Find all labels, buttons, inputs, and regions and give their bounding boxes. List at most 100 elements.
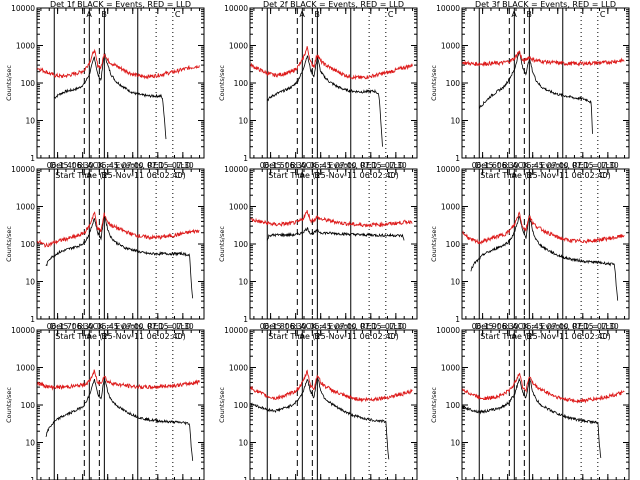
interval-marker-label: C xyxy=(600,171,606,180)
x-tick-label: 07:30 xyxy=(597,161,619,170)
y-tick-label: 1000 xyxy=(441,42,460,51)
x-tick-label: 07:30 xyxy=(385,322,407,331)
interval-marker-label: A xyxy=(86,10,92,19)
events-series-line xyxy=(45,214,194,299)
detector-panel: Det 4f BLACK = Events, RED = LLD 1 10 100 10… xyxy=(5,161,205,341)
y-tick-label: 100 xyxy=(21,240,36,249)
y-axis-label: Counts/sec xyxy=(5,65,13,101)
y-tick-label: 1 xyxy=(455,476,460,480)
x-tick-label: 06:15 xyxy=(472,322,494,331)
y-tick-label: 10 xyxy=(25,439,35,448)
x-tick-label: 07:00 xyxy=(122,322,144,331)
interval-marker-label: C xyxy=(175,332,181,341)
plot-frame xyxy=(461,168,630,320)
x-tick-label: 07:30 xyxy=(385,161,407,170)
x-tick-label: 06:30 xyxy=(72,322,94,331)
x-tick-label: 07:15 xyxy=(147,322,169,331)
interval-marker-label: B xyxy=(101,10,107,19)
y-axis-label: Counts/sec xyxy=(5,226,13,262)
x-tick-label: 06:45 xyxy=(310,161,332,170)
x-tick-label: 07:00 xyxy=(335,161,357,170)
y-axis-label: Counts/sec xyxy=(218,226,226,262)
y-tick-label: 10000 xyxy=(224,326,248,335)
x-tick-label: 07:30 xyxy=(172,322,194,331)
interval-marker-label: C xyxy=(388,10,394,19)
interval-marker-label: A xyxy=(511,171,517,180)
y-tick-label: 10000 xyxy=(436,326,460,335)
interval-marker-label: B xyxy=(101,332,107,341)
y-axis-label: Counts/sec xyxy=(5,387,13,423)
y-tick-label: 100 xyxy=(234,401,249,410)
interval-marker-label: B xyxy=(101,171,107,180)
y-tick-label: 10000 xyxy=(436,165,460,174)
y-tick-label: 1000 xyxy=(229,42,248,51)
lld-series-line xyxy=(37,48,200,80)
events-series-line xyxy=(53,53,167,140)
x-tick-label: 07:15 xyxy=(360,322,382,331)
x-tick-label: 06:30 xyxy=(285,161,307,170)
detector-panel: Det 5f BLACK = Events, RED = LLD 1 10 100 10… xyxy=(218,161,418,341)
plot-frame xyxy=(36,7,205,159)
panel-title: Det 5f BLACK = Events, RED = LLD xyxy=(263,161,404,170)
x-tick-label: 06:45 xyxy=(522,322,544,331)
panel-title: Det 9f BLACK = Events, RED = LLD xyxy=(475,322,616,331)
x-tick-label: 07:00 xyxy=(122,161,144,170)
x-tick-label: 07:30 xyxy=(597,322,619,331)
panel-title: Det 3f BLACK = Events, RED = LLD xyxy=(475,0,616,9)
detector-panel: Det 3f BLACK = Events, RED = LLD 1 10 100 10… xyxy=(430,0,630,180)
plot-frame xyxy=(36,329,205,480)
y-tick-label: 100 xyxy=(446,240,461,249)
y-tick-label: 10 xyxy=(450,439,460,448)
interval-marker-label: A xyxy=(299,10,305,19)
y-axis-label: Counts/sec xyxy=(218,65,226,101)
x-tick-label: 07:00 xyxy=(335,322,357,331)
interval-marker-label: C xyxy=(388,332,394,341)
y-tick-label: 1 xyxy=(455,315,460,324)
y-tick-label: 10000 xyxy=(436,4,460,13)
events-series-line xyxy=(266,55,383,147)
lld-series-line xyxy=(462,211,625,245)
x-tick-label: 06:15 xyxy=(260,161,282,170)
interval-marker-label: B xyxy=(526,332,532,341)
detector-panel: Det 7f BLACK = Events, RED = LLD 1 10 100 10… xyxy=(5,322,205,480)
x-axis-label: Start Time (25-Nov-11 06:02:40) xyxy=(480,332,610,341)
lld-series-line xyxy=(250,46,413,81)
lld-series-line xyxy=(37,369,200,391)
y-tick-label: 1 xyxy=(455,154,460,163)
interval-marker-label: C xyxy=(388,171,394,180)
y-tick-label: 10 xyxy=(238,117,248,126)
x-tick-label: 07:15 xyxy=(572,322,594,331)
y-tick-label: 10000 xyxy=(11,4,35,13)
y-tick-label: 1 xyxy=(30,154,35,163)
y-tick-label: 1000 xyxy=(229,364,248,373)
x-tick-label: 06:30 xyxy=(72,161,94,170)
x-tick-label: 07:15 xyxy=(360,161,382,170)
events-series-line xyxy=(266,226,405,241)
events-series-line xyxy=(479,51,593,134)
y-tick-label: 1000 xyxy=(16,42,35,51)
y-axis-label: Counts/sec xyxy=(430,65,438,101)
interval-marker-label: B xyxy=(526,171,532,180)
interval-marker-label: A xyxy=(511,10,517,19)
interval-marker-label: A xyxy=(299,332,305,341)
interval-marker-label: C xyxy=(600,332,606,341)
x-tick-label: 06:15 xyxy=(47,322,69,331)
y-tick-label: 10 xyxy=(25,278,35,287)
y-tick-label: 10 xyxy=(25,117,35,126)
y-tick-label: 1000 xyxy=(16,203,35,212)
y-tick-label: 1 xyxy=(243,315,248,324)
lld-series-line xyxy=(462,372,625,404)
interval-marker-label: C xyxy=(175,10,181,19)
panel-title: Det 6f BLACK = Events, RED = LLD xyxy=(475,161,616,170)
interval-marker-label: A xyxy=(86,171,92,180)
plot-frame xyxy=(461,329,630,480)
x-axis-label: Start Time (25-Nov-11 06:02:40) xyxy=(55,171,185,180)
y-tick-label: 10 xyxy=(238,278,248,287)
detector-panel: Det 1f BLACK = Events, RED = LLD 1 10 100 10… xyxy=(5,0,205,180)
x-tick-label: 07:15 xyxy=(572,161,594,170)
lld-series-line xyxy=(250,369,413,403)
events-series-line xyxy=(250,376,390,460)
x-tick-label: 07:00 xyxy=(547,161,569,170)
interval-marker-label: B xyxy=(314,10,320,19)
